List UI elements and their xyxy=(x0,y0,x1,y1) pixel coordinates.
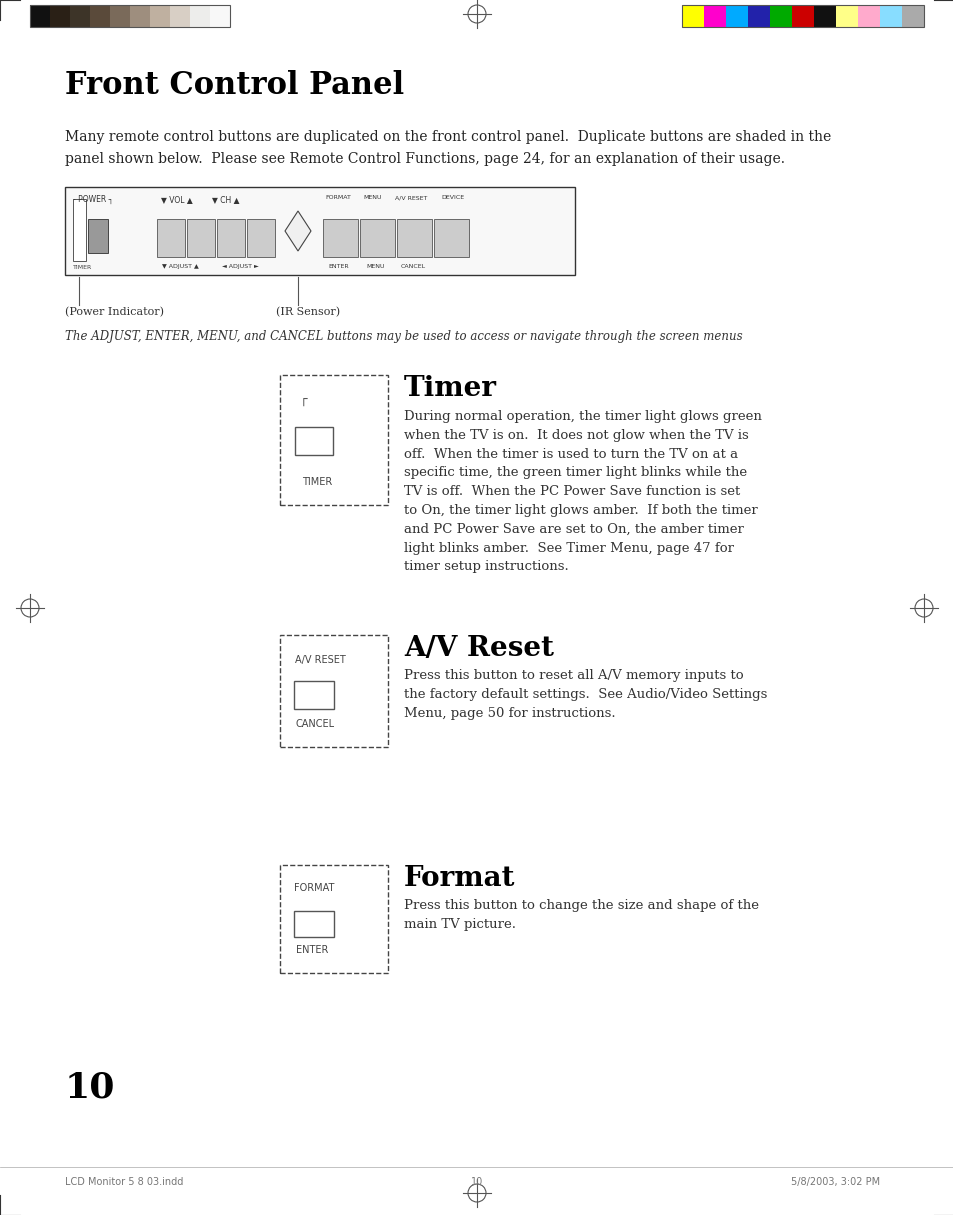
Text: - POWER ┐: - POWER ┐ xyxy=(73,194,113,204)
Bar xyxy=(130,5,150,27)
Bar xyxy=(50,5,70,27)
Bar xyxy=(294,680,334,710)
Text: Timer: Timer xyxy=(403,375,497,402)
Bar xyxy=(88,219,108,253)
Text: TIMER: TIMER xyxy=(302,477,332,487)
Text: FORMAT: FORMAT xyxy=(325,194,351,200)
Text: Format: Format xyxy=(403,865,515,892)
Bar xyxy=(110,5,130,27)
Text: ▼ CH ▲: ▼ CH ▲ xyxy=(212,194,239,204)
Text: LCD Monitor 5 8 03.indd: LCD Monitor 5 8 03.indd xyxy=(65,1177,183,1187)
Bar xyxy=(681,5,923,27)
Text: FORMAT: FORMAT xyxy=(294,883,334,893)
Bar xyxy=(280,865,388,973)
Text: 10: 10 xyxy=(471,1177,482,1187)
Bar xyxy=(190,5,210,27)
Text: CANCEL: CANCEL xyxy=(400,264,426,269)
Text: The ADJUST, ENTER, MENU, and CANCEL buttons may be used to access or navigate th: The ADJUST, ENTER, MENU, and CANCEL butt… xyxy=(65,330,741,343)
Bar xyxy=(323,219,357,258)
Text: A/V RESET: A/V RESET xyxy=(294,655,345,665)
Bar xyxy=(157,219,185,258)
Bar xyxy=(901,5,923,27)
Text: ▼ ADJUST ▲: ▼ ADJUST ▲ xyxy=(162,264,198,269)
Text: (IR Sensor): (IR Sensor) xyxy=(275,307,340,317)
Text: ENTER: ENTER xyxy=(295,945,328,955)
Text: Front Control Panel: Front Control Panel xyxy=(65,70,404,101)
Text: Press this button to change the size and shape of the
main TV picture.: Press this button to change the size and… xyxy=(403,899,759,931)
Text: 10: 10 xyxy=(65,1070,115,1104)
Bar xyxy=(70,5,90,27)
Text: A/V RESET: A/V RESET xyxy=(395,194,427,200)
Text: MENU: MENU xyxy=(366,264,384,269)
Text: A/V Reset: A/V Reset xyxy=(403,635,554,662)
Bar xyxy=(150,5,170,27)
Bar xyxy=(434,219,469,258)
Text: TIMER: TIMER xyxy=(73,265,92,270)
Text: Press this button to reset all A/V memory inputs to
the factory default settings: Press this button to reset all A/V memor… xyxy=(403,669,766,719)
Bar xyxy=(216,219,245,258)
Text: ◄ ADJUST ►: ◄ ADJUST ► xyxy=(222,264,258,269)
Bar xyxy=(791,5,813,27)
Bar xyxy=(187,219,214,258)
Text: MENU: MENU xyxy=(363,194,381,200)
Bar xyxy=(857,5,879,27)
Text: 5/8/2003, 3:02 PM: 5/8/2003, 3:02 PM xyxy=(790,1177,879,1187)
Bar xyxy=(879,5,901,27)
Text: (Power Indicator): (Power Indicator) xyxy=(65,307,164,317)
Bar xyxy=(294,911,334,937)
Text: Many remote control buttons are duplicated on the front control panel.  Duplicat: Many remote control buttons are duplicat… xyxy=(65,130,830,165)
Bar xyxy=(769,5,791,27)
Bar xyxy=(280,635,388,747)
Text: ┌: ┌ xyxy=(299,392,307,406)
Bar xyxy=(725,5,747,27)
Bar xyxy=(703,5,725,27)
Bar xyxy=(30,5,230,27)
Bar xyxy=(90,5,110,27)
Text: During normal operation, the timer light glows green
when the TV is on.  It does: During normal operation, the timer light… xyxy=(403,409,761,573)
Text: CANCEL: CANCEL xyxy=(295,719,335,729)
Bar xyxy=(170,5,190,27)
Bar xyxy=(30,5,50,27)
Bar xyxy=(280,375,388,505)
Text: DEVICE: DEVICE xyxy=(440,194,464,200)
Bar xyxy=(210,5,230,27)
Bar xyxy=(247,219,274,258)
Bar xyxy=(681,5,703,27)
Bar xyxy=(73,199,86,261)
Text: ▼ VOL ▲: ▼ VOL ▲ xyxy=(161,194,193,204)
Polygon shape xyxy=(285,211,311,252)
Bar xyxy=(813,5,835,27)
Bar xyxy=(835,5,857,27)
Bar xyxy=(359,219,395,258)
Text: ENTER: ENTER xyxy=(328,264,348,269)
Bar xyxy=(294,426,333,454)
Bar xyxy=(396,219,432,258)
Bar xyxy=(747,5,769,27)
Bar xyxy=(65,187,575,275)
